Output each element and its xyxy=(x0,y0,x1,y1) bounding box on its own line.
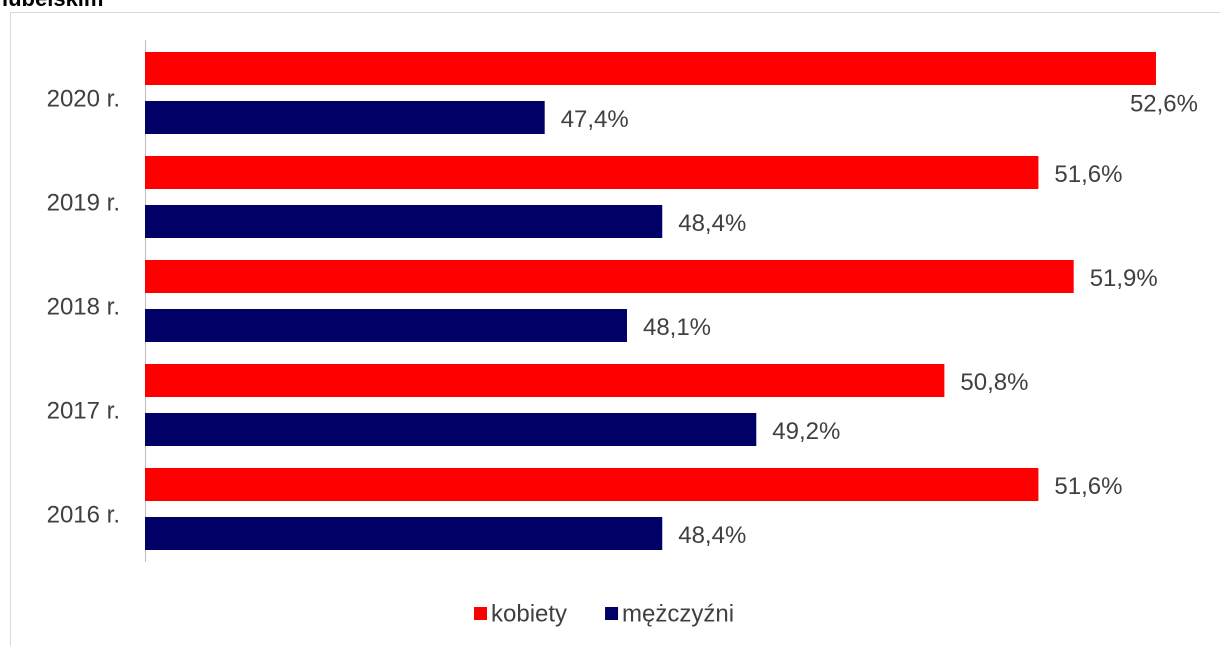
y-tick-label: 2019 r. xyxy=(47,189,120,216)
bar xyxy=(145,309,627,342)
y-tick-label: 2018 r. xyxy=(47,293,120,320)
chart-frame xyxy=(10,12,1220,646)
value-label: 48,4% xyxy=(678,522,746,549)
value-label: 50,8% xyxy=(960,369,1028,396)
value-label: 51,9% xyxy=(1090,265,1158,292)
bar xyxy=(145,52,1156,85)
value-label: 48,4% xyxy=(678,210,746,237)
legend-swatch xyxy=(474,607,487,620)
bar xyxy=(145,468,1039,501)
value-label: 52,6% xyxy=(1130,90,1198,117)
y-tick-label: 2020 r. xyxy=(47,85,120,112)
chart-title: lubelskim xyxy=(2,0,103,11)
bar xyxy=(145,101,545,134)
value-label: 49,2% xyxy=(772,418,840,445)
legend-label: mężczyźni xyxy=(622,600,734,627)
legend-label: kobiety xyxy=(491,600,567,627)
bar xyxy=(145,260,1074,293)
bar xyxy=(145,156,1039,189)
value-label: 51,6% xyxy=(1054,161,1122,188)
value-label: 47,4% xyxy=(561,106,629,133)
value-label: 48,1% xyxy=(643,314,711,341)
bar xyxy=(145,413,757,446)
bar xyxy=(145,364,945,397)
bar xyxy=(145,517,663,550)
y-tick-label: 2017 r. xyxy=(47,397,120,424)
bar xyxy=(145,205,663,238)
y-tick-label: 2016 r. xyxy=(47,501,120,528)
value-label: 51,6% xyxy=(1054,473,1122,500)
legend-swatch xyxy=(605,607,619,620)
